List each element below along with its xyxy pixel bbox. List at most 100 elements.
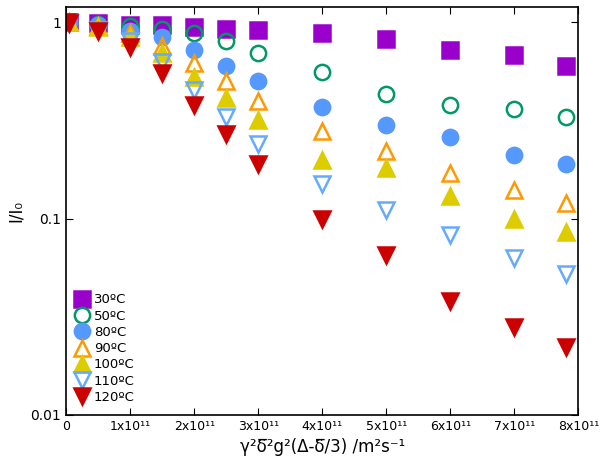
50ºC — [511, 106, 518, 112]
110ºC — [65, 20, 73, 26]
90ºC — [447, 170, 454, 176]
110ºC — [319, 181, 326, 187]
90ºC — [319, 128, 326, 134]
110ºC — [447, 233, 454, 238]
50ºC — [190, 31, 198, 36]
90ºC — [127, 31, 134, 36]
30ºC — [95, 20, 102, 26]
50ºC — [562, 114, 569, 119]
30ºC — [562, 63, 569, 69]
90ºC — [511, 187, 518, 193]
100ºC — [382, 166, 390, 171]
Line: 110ºC: 110ºC — [58, 15, 573, 282]
100ºC — [95, 24, 102, 30]
Line: 80ºC: 80ºC — [58, 15, 573, 171]
80ºC — [95, 22, 102, 28]
110ºC — [255, 141, 262, 147]
30ºC — [511, 52, 518, 58]
100ºC — [62, 20, 70, 25]
110ºC — [62, 20, 70, 25]
50ºC — [382, 92, 390, 97]
90ºC — [95, 23, 102, 29]
100ºC — [127, 35, 134, 40]
30ºC — [447, 48, 454, 53]
90ºC — [65, 20, 73, 25]
120ºC — [222, 131, 230, 137]
80ºC — [319, 104, 326, 110]
30ºC — [255, 27, 262, 32]
Line: 30ºC: 30ºC — [58, 15, 573, 74]
100ºC — [511, 216, 518, 221]
80ºC — [382, 122, 390, 128]
50ºC — [159, 26, 166, 31]
80ºC — [511, 153, 518, 158]
50ºC — [255, 50, 262, 56]
120ºC — [319, 216, 326, 221]
100ºC — [319, 157, 326, 163]
100ºC — [159, 50, 166, 56]
120ºC — [382, 252, 390, 258]
50ºC — [319, 69, 326, 75]
30ºC — [65, 20, 73, 25]
Line: 50ºC: 50ºC — [58, 15, 573, 125]
100ºC — [222, 96, 230, 101]
110ºC — [95, 27, 102, 32]
50ºC — [62, 20, 70, 25]
30ºC — [62, 20, 70, 25]
X-axis label: γ²δ̅²g²(Δ-δ̅/3) /m²s⁻¹: γ²δ̅²g²(Δ-δ̅/3) /m²s⁻¹ — [239, 438, 405, 456]
50ºC — [447, 102, 454, 107]
80ºC — [222, 63, 230, 69]
80ºC — [562, 161, 569, 167]
110ºC — [222, 114, 230, 119]
120ºC — [511, 324, 518, 330]
120ºC — [62, 20, 70, 25]
90ºC — [255, 98, 262, 103]
80ºC — [447, 134, 454, 140]
30ºC — [222, 26, 230, 31]
90ºC — [222, 79, 230, 84]
100ºC — [562, 230, 569, 235]
80ºC — [159, 35, 166, 40]
50ºC — [95, 21, 102, 27]
90ºC — [382, 149, 390, 154]
50ºC — [65, 20, 73, 25]
Legend: 30ºC, 50ºC, 80ºC, 90ºC, 100ºC, 110ºC, 120ºC: 30ºC, 50ºC, 80ºC, 90ºC, 100ºC, 110ºC, 12… — [73, 289, 139, 408]
120ºC — [159, 70, 166, 76]
120ºC — [255, 161, 262, 167]
90ºC — [159, 43, 166, 49]
120ºC — [65, 20, 73, 26]
Line: 120ºC: 120ºC — [58, 15, 573, 355]
120ºC — [190, 102, 198, 107]
80ºC — [127, 28, 134, 33]
120ºC — [562, 345, 569, 350]
80ºC — [190, 48, 198, 53]
30ºC — [127, 22, 134, 28]
90ºC — [562, 200, 569, 206]
120ºC — [447, 298, 454, 304]
50ºC — [222, 39, 230, 44]
120ºC — [127, 44, 134, 50]
30ºC — [319, 31, 326, 36]
110ºC — [511, 255, 518, 261]
100ºC — [255, 117, 262, 122]
30ºC — [190, 24, 198, 30]
80ºC — [255, 79, 262, 84]
110ºC — [127, 39, 134, 44]
100ºC — [190, 74, 198, 79]
110ºC — [190, 88, 198, 93]
80ºC — [62, 20, 70, 25]
30ºC — [159, 22, 166, 28]
90ºC — [190, 60, 198, 66]
Line: 100ºC: 100ºC — [58, 15, 573, 240]
90ºC — [62, 20, 70, 25]
80ºC — [65, 20, 73, 25]
110ºC — [562, 271, 569, 277]
Line: 90ºC: 90ºC — [58, 15, 573, 211]
50ºC — [127, 23, 134, 29]
110ºC — [159, 59, 166, 65]
100ºC — [65, 20, 73, 25]
110ºC — [382, 208, 390, 213]
100ºC — [447, 194, 454, 199]
30ºC — [382, 37, 390, 42]
Y-axis label: I/I₀: I/I₀ — [7, 200, 25, 222]
